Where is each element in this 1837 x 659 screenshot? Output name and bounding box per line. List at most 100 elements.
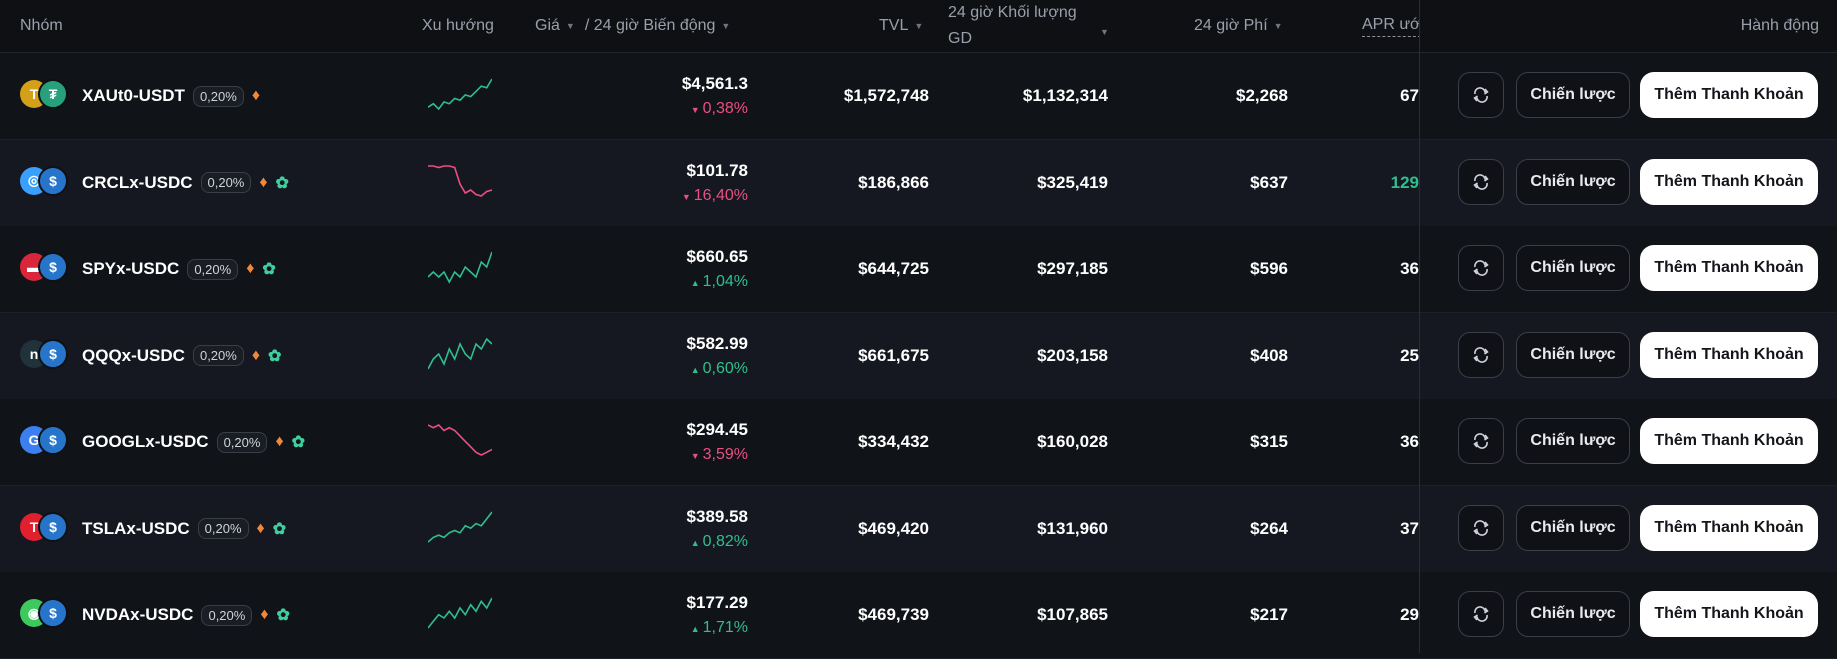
add-liquidity-button[interactable]: Thêm Thanh Khoản [1640,245,1818,291]
money-bag-icon: ♦ [256,519,265,537]
fees-value: $596 [1250,259,1288,278]
col-change-label: / 24 giờ Biến động [584,17,716,34]
strategy-button[interactable]: Chiến lược [1516,245,1630,291]
pair-cell[interactable]: NVDAx-USDC 0,20% ♦ ✿ [82,572,290,658]
fee-tier-badge: 0,20% [192,345,244,366]
usdc-icon: $ [38,252,68,282]
price-value: $4,561.3 [681,74,748,93]
swap-icon [1473,519,1489,536]
add-liquidity-button[interactable]: Thêm Thanh Khoản [1640,72,1818,118]
col-apr-header[interactable]: APR ướ [1362,0,1419,52]
pair-cell[interactable]: TSLAx-USDC 0,20% ♦ ✿ [82,486,286,572]
add-liquidity-button[interactable]: Thêm Thanh Khoản [1640,591,1818,637]
table-row[interactable]: ▬ $ SPYx-USDC 0,20% ♦ ✿ $660.65 ▲ 1,04% $6… [0,226,1837,313]
swap-button[interactable] [1458,158,1504,205]
pair-cell[interactable]: GOOGLx-USDC 0,20% ♦ ✿ [82,399,305,485]
swap-button[interactable] [1458,418,1504,464]
col-tvl-header[interactable]: TVL ▼ [879,0,923,52]
sparkline-path [428,511,492,543]
table-row[interactable]: T $ TSLAx-USDC 0,20% ♦ ✿ $389.58 ▲ 0,82% $… [0,485,1837,573]
price-change-value: 0,38% [702,100,748,117]
tvl-value: $1,572,748 [843,86,929,105]
fee-tier-badge: 0,20% [187,258,239,280]
apr-cell: 25 [1300,313,1419,399]
apr-value: 37 [1400,518,1419,538]
pair-cell[interactable]: QQQx-USDC 0,20% ♦ ✿ [82,313,281,399]
swap-icon [1473,87,1489,103]
pair-cell[interactable]: SPYx-USDC 0,20% ♦ ✿ [82,226,276,312]
tvl-value: $186,866 [858,172,929,192]
sticky-column-divider [1419,0,1420,653]
col-price-header[interactable]: Giá ▼ / 24 giờ Biến động ▼ [535,0,730,52]
swap-button[interactable] [1458,504,1504,551]
money-bag-icon: ♦ [259,173,268,191]
price-cell: $660.65 ▲ 1,04% [640,226,748,312]
price-value: $294.45 [686,420,748,439]
trend-sparkline [428,424,492,456]
money-bag-icon: ♦ [260,606,269,623]
leaf-icon: ✿ [291,434,306,451]
table-row[interactable]: ◉ $ NVDAx-USDC 0,20% ♦ ✿ $177.29 ▲ 1,71% $… [0,572,1837,659]
swap-button[interactable] [1458,331,1504,378]
fees-value: $315 [1250,432,1288,451]
add-liquidity-button[interactable]: Thêm Thanh Khoản [1640,331,1818,378]
col-trend-label: Xu hướng [422,17,494,34]
col-group-header[interactable]: Nhóm [20,0,63,52]
leaf-icon: ✿ [262,261,276,278]
fees-value: $637 [1250,172,1288,192]
table-row[interactable]: n $ QQQx-USDC 0,20% ♦ ✿ $582.99 ▲ 0,60% $6… [0,312,1837,400]
volume-value: $325,419 [1037,172,1108,192]
swap-button[interactable] [1458,591,1504,637]
pair-name: SPYx-USDC [82,259,180,278]
price-change-value: 16,40% [693,186,748,204]
fees-value: $408 [1250,345,1288,365]
trend-sparkline [428,597,492,629]
add-liquidity-button[interactable]: Thêm Thanh Khoản [1640,504,1818,551]
price-change-value: 0,82% [702,532,748,550]
tvl-value: $334,432 [858,432,929,451]
pair-cell[interactable]: XAUt0-USDT 0,20% ♦ [82,53,260,139]
sparkline-path [428,251,492,284]
col-fees-header[interactable]: 24 giờ Phí ▼ [1194,0,1283,52]
strategy-button[interactable]: Chiến lược [1516,331,1630,378]
leaf-icon: ✿ [275,174,289,192]
col-apr-label: APR ướ [1362,16,1419,37]
strategy-button[interactable]: Chiến lược [1516,158,1630,205]
col-volume-header[interactable]: 24 giờ Khối lượng GD [948,0,1077,52]
price-change-value: 1,71% [702,619,748,636]
fees-value: $264 [1250,518,1288,538]
price-change-value: 3,59% [702,446,748,463]
strategy-button[interactable]: Chiến lược [1516,418,1630,464]
apr-cell: 37 [1300,486,1419,572]
price-change: ▼ 16,40% [682,187,748,205]
table-row[interactable]: ◎ $ CRCLx-USDC 0,20% ♦ ✿ $101.78 ▼ 16,40% … [0,139,1837,227]
add-liquidity-button[interactable]: Thêm Thanh Khoản [1640,158,1818,205]
pair-icons: T ₮ [20,79,68,112]
strategy-button[interactable]: Chiến lược [1516,504,1630,551]
arrow-down-icon: ▼ [690,451,700,461]
money-bag-icon: ♦ [246,260,255,277]
table-row[interactable]: G $ GOOGLx-USDC 0,20% ♦ ✿ $294.45 ▼ 3,59% … [0,399,1837,486]
strategy-button[interactable]: Chiến lược [1516,591,1630,637]
leaf-icon: ✿ [276,607,290,624]
strategy-button[interactable]: Chiến lược [1516,72,1630,118]
pair-icons: G $ [20,425,68,458]
apr-value: 67 [1400,86,1419,105]
pair-cell[interactable]: CRCLx-USDC 0,20% ♦ ✿ [82,140,289,226]
price-cell: $582.99 ▲ 0,60% [640,313,748,399]
arrow-up-icon: ▲ [690,278,700,288]
swap-icon [1473,606,1489,622]
table-row[interactable]: T ₮ XAUt0-USDT 0,20% ♦ $4,561.3 ▼ 0,38% $… [0,53,1837,140]
fee-tier-badge: 0,20% [200,172,252,193]
sort-caret-icon: ▼ [914,21,924,31]
swap-button[interactable] [1458,72,1504,118]
usdc-icon: $ [38,165,68,196]
arrow-down-icon: ▼ [690,105,700,115]
swap-button[interactable] [1458,245,1504,291]
trend-sparkline [428,164,492,197]
add-liquidity-button[interactable]: Thêm Thanh Khoản [1640,418,1818,464]
price-value: $101.78 [686,160,748,180]
price-value: $582.99 [686,333,748,353]
volume-value: $131,960 [1037,518,1108,538]
